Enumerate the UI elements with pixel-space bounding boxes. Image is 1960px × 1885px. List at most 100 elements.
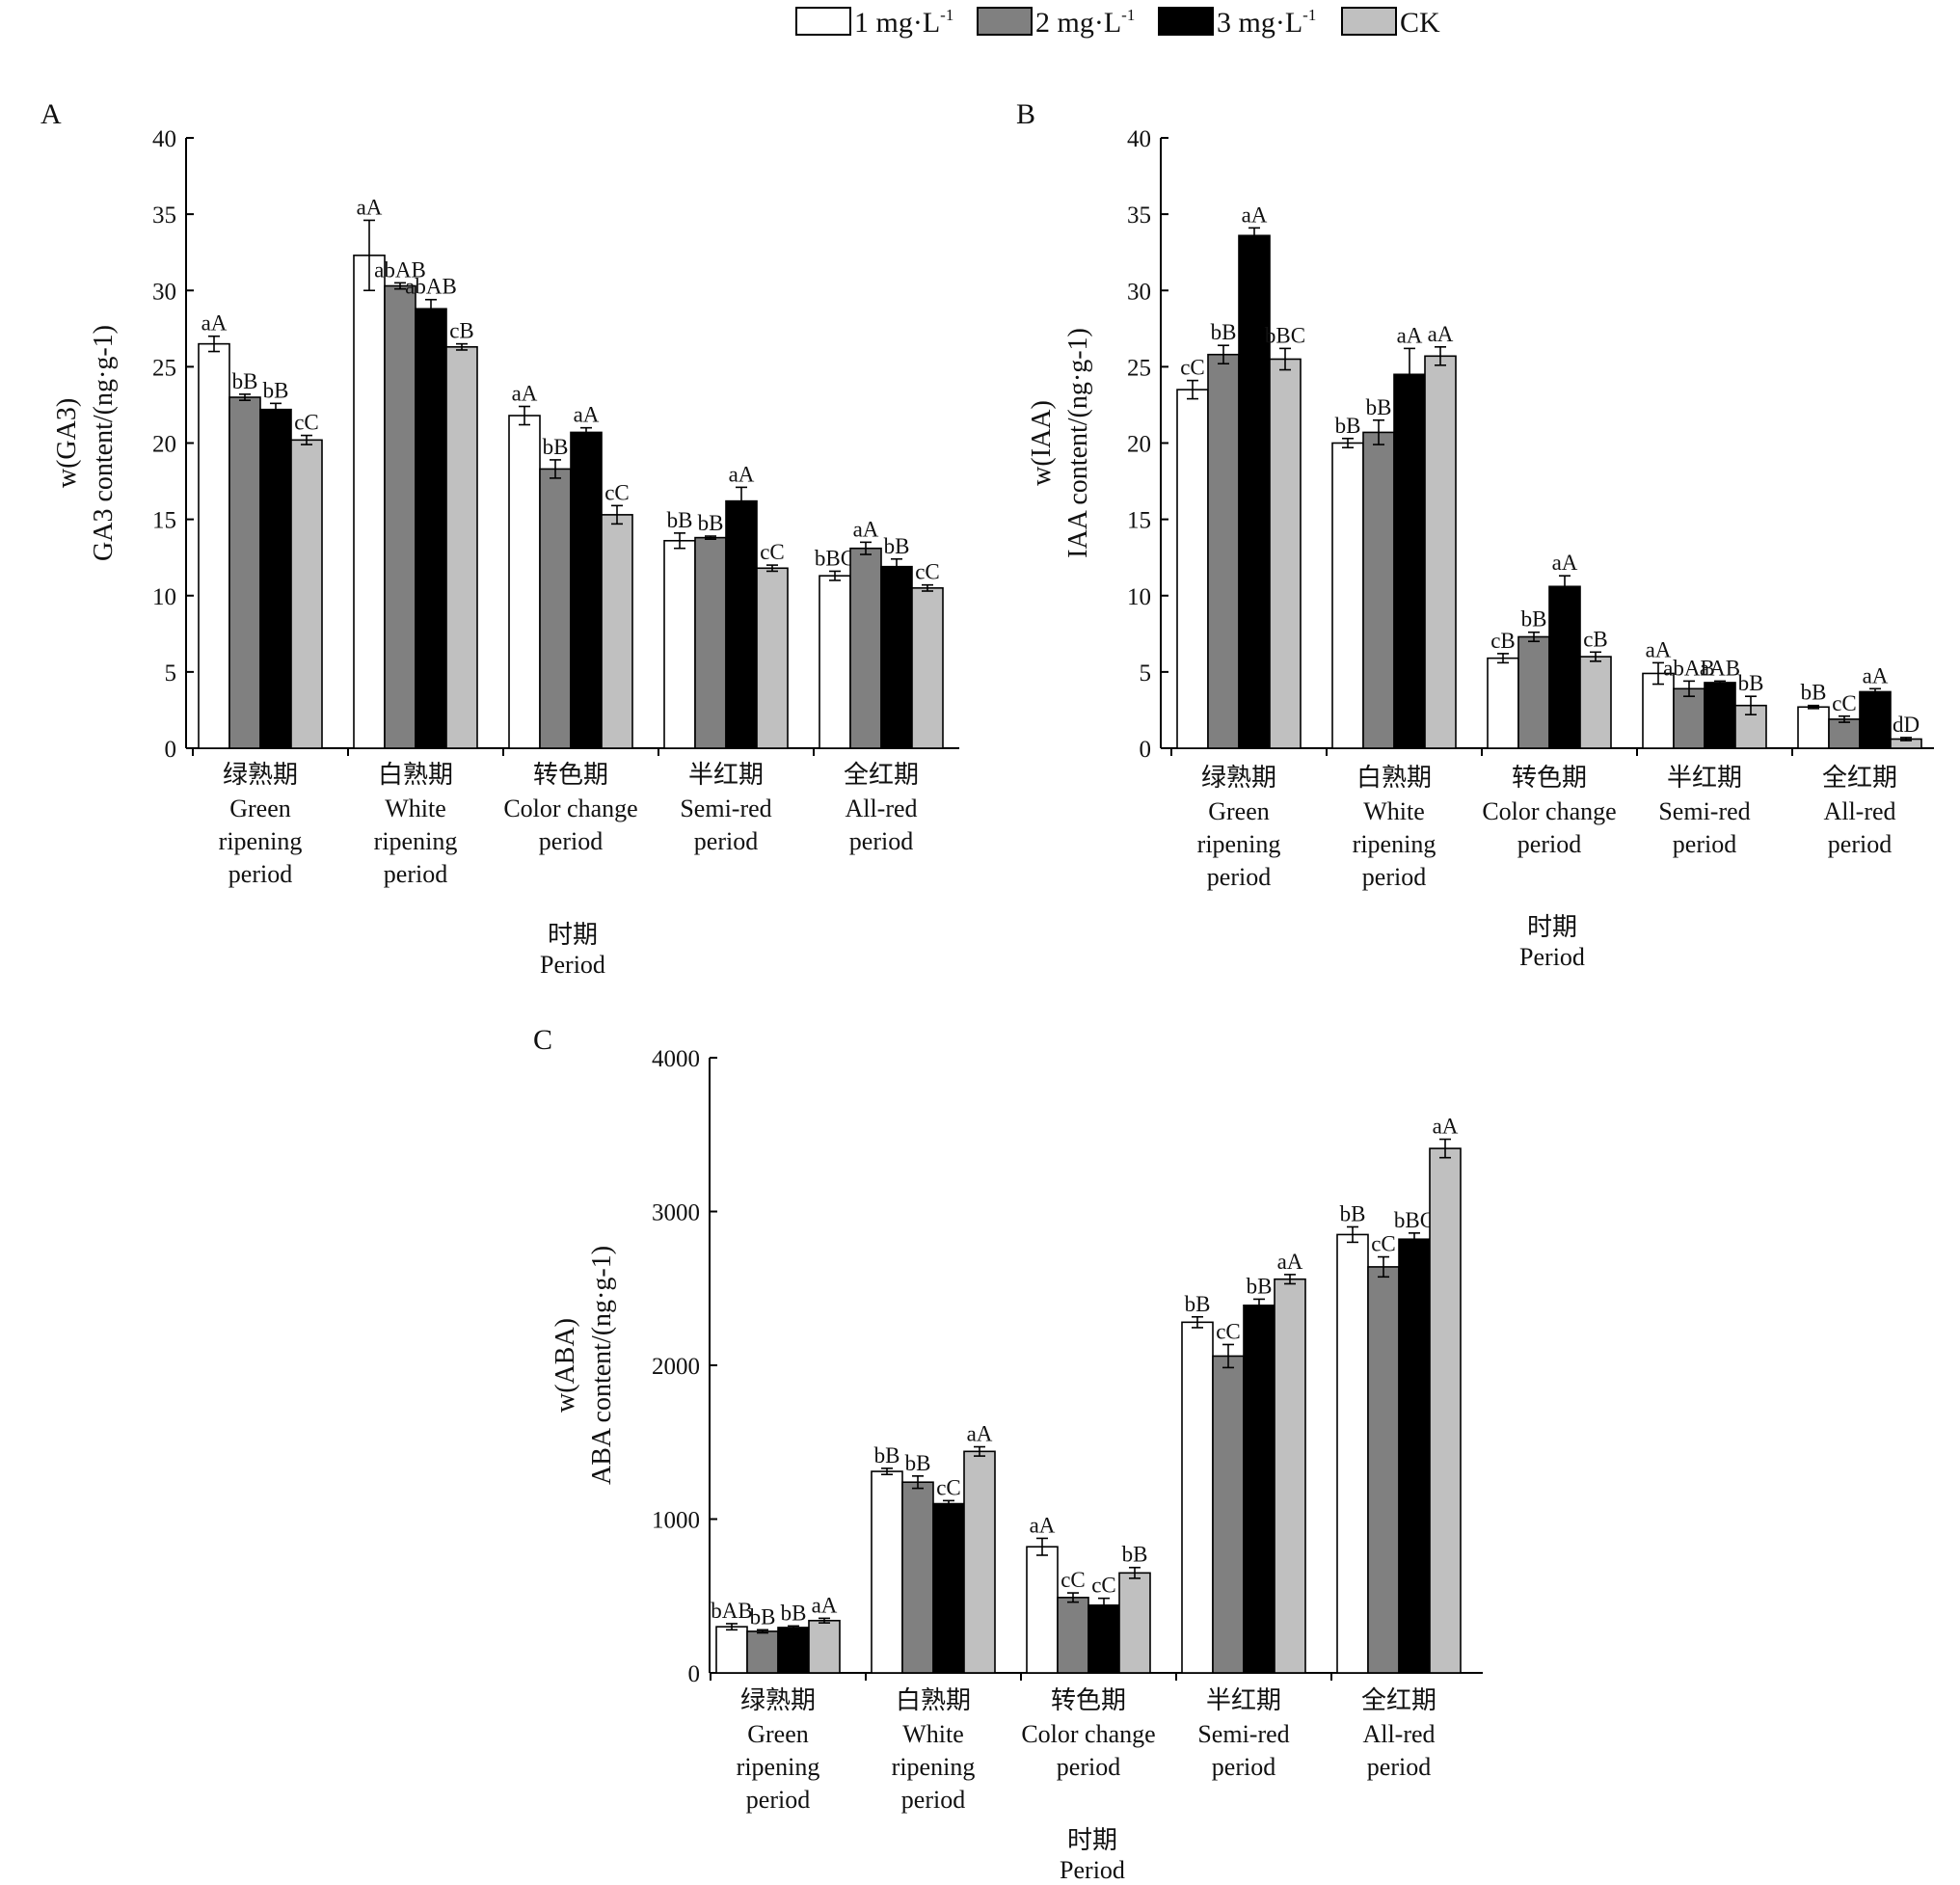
bar-a-cat3-s3: [570, 431, 603, 749]
significance-label: bBC: [1265, 323, 1305, 347]
y-tick-label: 0: [165, 737, 177, 763]
category-label-en: period: [1367, 1753, 1431, 1781]
significance-label: aA: [1242, 202, 1268, 227]
significance-label: aA: [853, 517, 879, 541]
category-label-cn: 全红期: [1361, 1686, 1436, 1714]
bar-c-cat4-s4: [1274, 1278, 1306, 1674]
significance-label: cC: [760, 540, 785, 564]
category-label-en: All-red: [1362, 1720, 1435, 1748]
legend-swatch-1: [795, 7, 851, 36]
bar-b-cat1-s3: [1238, 234, 1271, 749]
significance-label: bB: [698, 511, 724, 535]
x-axis-title-en: Period: [540, 951, 605, 979]
category-label-en: Green: [1208, 797, 1270, 825]
significance-label: cC: [915, 560, 940, 584]
bar-a-cat2-s2: [384, 284, 416, 749]
y-tick-label: 35: [1127, 202, 1151, 229]
y-axis-title-line2: IAA content/(ng·g-1): [1063, 328, 1093, 558]
y-tick-label: 3000: [652, 1200, 700, 1226]
y-tick-label: 25: [152, 355, 176, 381]
legend-label-2: 2 mg·L-1: [1035, 6, 1135, 39]
bar-b-cat3-s2: [1517, 635, 1550, 749]
significance-label: cC: [1371, 1232, 1396, 1256]
category-label-cn: 半红期: [688, 761, 764, 789]
x-axis-title-cn: 时期: [1067, 1826, 1117, 1854]
bar-b-cat2-s3: [1393, 373, 1426, 749]
panel-label-a: A: [40, 98, 62, 130]
y-axis-title-line2: GA3 content/(ng·g-1): [89, 325, 119, 561]
y-tick-label: 35: [152, 202, 176, 229]
bar-c-cat3-s3: [1087, 1604, 1120, 1674]
significance-label: aA: [1863, 663, 1889, 687]
chart-panel-a: A 0 5 10 15 20 25 30 35 40 w(GA3) GA3 content/(ng·g…: [40, 98, 959, 979]
y-axis-title-line1: w(ABA): [550, 1318, 580, 1413]
bar-b-cat2-s4: [1424, 355, 1457, 749]
bar-c-cat4-s1: [1181, 1321, 1214, 1674]
legend-swatch-3: [1158, 7, 1214, 36]
significance-label: bB: [905, 1451, 931, 1475]
x-axis-title-en: Period: [1060, 1856, 1125, 1884]
category-label-cn: 全红期: [1822, 764, 1897, 792]
x-axis-title-en: Period: [1519, 943, 1585, 971]
significance-label: aAB: [1700, 656, 1740, 680]
significance-label: bB: [1335, 414, 1361, 438]
category-label-cn: 白熟期: [378, 761, 453, 789]
category-label-en: All-red: [1823, 797, 1895, 825]
legend: 1 mg·L-1 2 mg·L-1 3 mg·L-1 CK: [795, 6, 1440, 39]
bar-b-cat1-s2: [1207, 353, 1240, 749]
category-label-en: period: [1673, 830, 1736, 858]
bar-a-cat4-s4: [756, 567, 789, 749]
bar-c-cat1-s4: [808, 1619, 841, 1674]
significance-label: bB: [263, 378, 289, 402]
significance-label: cB: [1490, 629, 1516, 653]
category-label-en: Color change: [1021, 1720, 1155, 1748]
y-tick-label: 2000: [652, 1354, 700, 1380]
bar-a-cat3-s1: [508, 415, 541, 749]
category-label-cn: 绿熟期: [740, 1686, 816, 1714]
chart-panel-b: B 0 5 10 15 20 25 30 35 40 w(IAA) IAA content/(ng·g…: [1016, 98, 1934, 971]
bar-a-cat5-s1: [819, 575, 851, 749]
chart-panel-c: C 0 1000 2000 3000 4000 w(ABA) ABA content/(ng·…: [533, 1024, 1483, 1884]
significance-label: aA: [357, 195, 383, 219]
significance-label: bB: [1738, 671, 1764, 695]
bar-a-cat3-s4: [601, 514, 633, 749]
y-tick-label: 15: [1127, 508, 1151, 534]
significance-label: aA: [1428, 322, 1454, 346]
significance-label: bB: [1801, 681, 1827, 705]
significance-label: aA: [574, 403, 600, 427]
bar-a-cat2-s1: [353, 255, 386, 749]
bar-c-cat2-s1: [871, 1470, 903, 1674]
bar-a-cat5-s4: [911, 587, 944, 749]
category-label-en: Semi-red: [1658, 797, 1750, 825]
y-tick-label: 20: [1127, 432, 1151, 458]
significance-label: bB: [781, 1601, 807, 1625]
x-axis-title-cn: 时期: [1527, 913, 1577, 941]
bar-b-cat2-s1: [1331, 442, 1364, 749]
significance-label: bB: [750, 1604, 776, 1629]
bar-a-cat4-s3: [725, 499, 758, 749]
significance-label: aA: [1552, 551, 1578, 575]
bar-a-cat4-s1: [663, 539, 696, 749]
category-label-en: ripening: [892, 1753, 976, 1781]
category-label-en: period: [849, 827, 913, 855]
category-label-cn: 白熟期: [1356, 764, 1432, 792]
category-label-en: White: [902, 1720, 964, 1748]
significance-label: bB: [232, 369, 258, 393]
category-label-cn: 半红期: [1667, 764, 1742, 792]
y-axis-title-line1: w(GA3): [52, 398, 82, 488]
bar-a-cat2-s4: [445, 346, 478, 749]
category-label-cn: 转色期: [1051, 1686, 1126, 1714]
significance-label: cC: [1216, 1319, 1241, 1343]
category-label-en: Semi-red: [680, 794, 771, 822]
bar-c-cat1-s3: [777, 1627, 810, 1674]
category-label-en: ripening: [1353, 830, 1436, 858]
category-label-en: ripening: [219, 827, 303, 855]
legend-label-1: 1 mg·L-1: [854, 6, 953, 39]
bar-c-cat3-s4: [1118, 1572, 1151, 1674]
significance-label: bB: [1366, 395, 1392, 419]
legend-label-3: 3 mg·L-1: [1217, 6, 1316, 39]
bar-a-cat1-s1: [198, 342, 230, 749]
category-label-cn: 绿熟期: [223, 761, 298, 789]
y-tick-label: 25: [1127, 355, 1151, 381]
